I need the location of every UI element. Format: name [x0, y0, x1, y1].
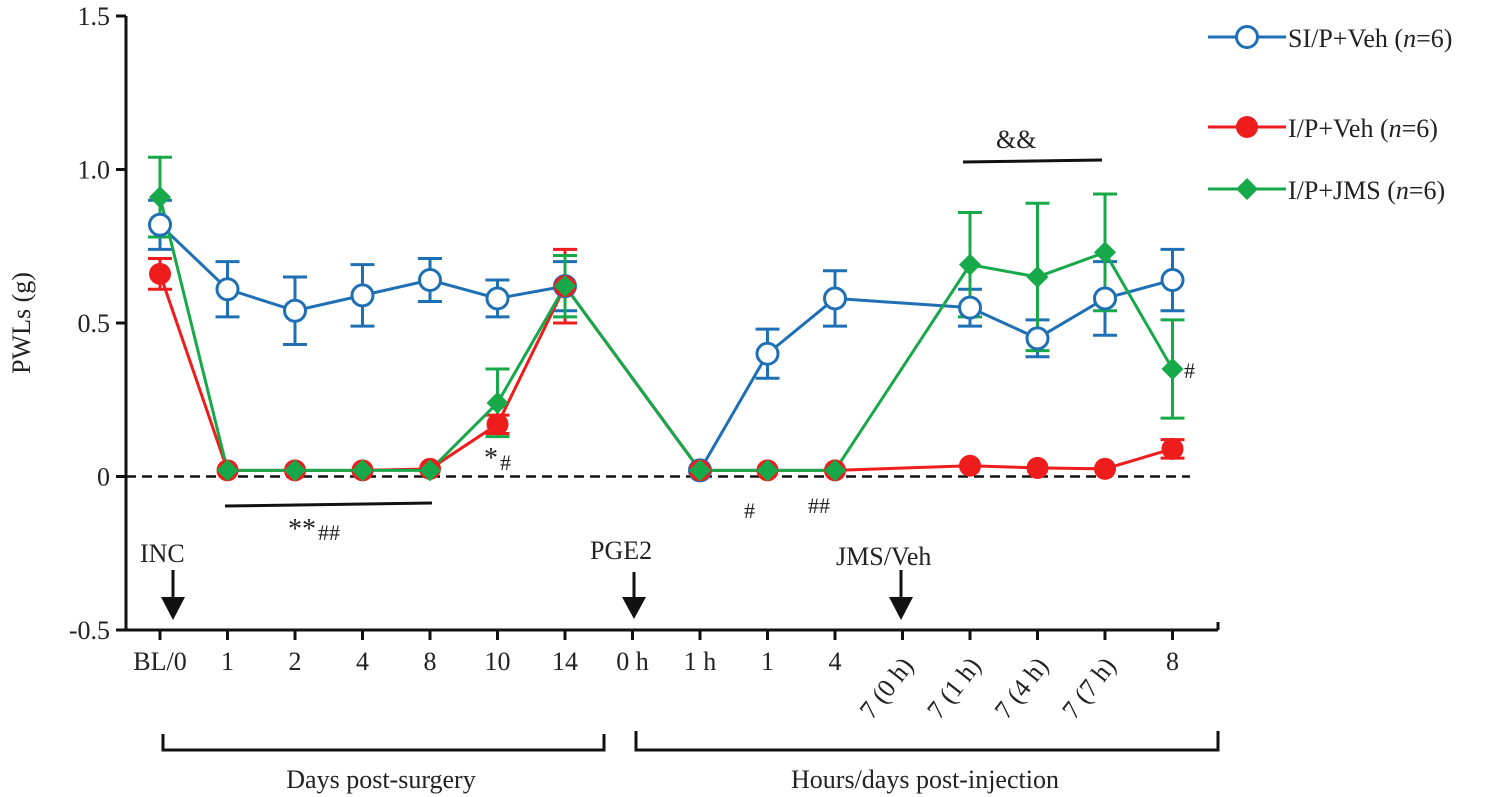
- marker-diamond: [284, 459, 306, 482]
- y-ticks: -0.5 0 0.5 1.0 1.5: [69, 2, 126, 645]
- event-label-jms: JMS/Veh: [836, 542, 931, 571]
- bracket-label-days: Days post-surgery: [286, 765, 475, 794]
- marker-filled-circle: [1161, 437, 1184, 460]
- x-tick-label: 4: [356, 647, 369, 676]
- significance-bar-injection: [962, 158, 1103, 164]
- marker-filled-circle: [149, 262, 171, 285]
- x-tick-label: 14: [552, 647, 578, 676]
- x-tick-label: 7 (7 h): [1056, 652, 1122, 724]
- marker-open-circle: [823, 286, 847, 311]
- annotation-inj-day1: #: [744, 498, 755, 523]
- bracket-label-hours: Hours/days post-injection: [791, 765, 1059, 794]
- marker-filled-circle: [959, 454, 981, 477]
- annotation-day10-sub: #: [500, 450, 511, 475]
- legend-item: SI/P+Veh (n=6): [1208, 24, 1452, 53]
- x-tick-label: 2: [289, 647, 302, 676]
- y-axis-label: PWLs (g): [7, 272, 36, 374]
- marker-diamond: [1094, 241, 1116, 264]
- marker-diamond: [1026, 265, 1049, 288]
- y-tick-label: 1.0: [78, 156, 111, 185]
- marker-open-circle: [485, 286, 510, 311]
- series-layer: [148, 155, 1185, 483]
- annotation-inj-day8: #: [1184, 358, 1195, 383]
- marker-filled-circle: [1236, 116, 1258, 138]
- event-label-inc: INC: [140, 539, 185, 568]
- markers-si-p-veh: [148, 212, 1185, 483]
- marker-open-circle: [148, 212, 172, 237]
- marker-filled-circle: [1094, 457, 1116, 480]
- marker-open-circle: [1093, 286, 1117, 311]
- marker-open-circle: [1025, 326, 1050, 351]
- x-tick-label: 0 h: [616, 647, 649, 676]
- marker-diamond: [216, 459, 239, 482]
- marker-diamond: [351, 459, 374, 482]
- x-tick-label: 1 h: [684, 647, 717, 676]
- event-arrow-pge2: PGE2: [590, 536, 652, 619]
- annotation-days-sub: ##: [318, 520, 340, 545]
- marker-open-circle: [418, 268, 442, 293]
- annotations: ** ## * # # ## && #: [224, 125, 1195, 545]
- marker-diamond: [959, 253, 981, 276]
- legend-item: I/P+JMS (n=6): [1208, 176, 1445, 205]
- markers-i-p-veh: [149, 262, 1184, 482]
- legend: SI/P+Veh (n=6) I/P+Veh (n=6) I/P+JMS (n=6): [1208, 24, 1452, 205]
- marker-diamond: [486, 391, 509, 414]
- series-line: [158, 223, 1173, 474]
- bracket-days-post-surgery: Days post-surgery: [161, 734, 606, 794]
- annotation-days-main: **: [288, 514, 316, 545]
- bracket-hours-days-post-injection: Hours/days post-injection: [634, 731, 1220, 794]
- x-tick-label: 1: [221, 647, 234, 676]
- x-tick-label: 7 (0 h): [854, 652, 920, 724]
- marker-diamond: [419, 459, 441, 482]
- annotation-inj-day4: ##: [808, 493, 830, 518]
- series-i-p-veh: [148, 247, 1185, 472]
- series-line: [158, 273, 1173, 472]
- significance-bar-days: [224, 501, 433, 508]
- marker-open-circle: [1160, 268, 1185, 293]
- marker-diamond: [1161, 358, 1184, 381]
- y-tick-label: 0: [97, 463, 110, 492]
- marker-open-circle: [350, 283, 375, 308]
- marker-diamond: [1236, 178, 1258, 200]
- annotation-day10-main: *: [484, 443, 498, 474]
- x-tick-label: 1: [761, 647, 774, 676]
- marker-open-circle: [1235, 25, 1259, 49]
- y-tick-label: 0.5: [78, 309, 111, 338]
- legend-label: I/P+JMS (n=6): [1288, 176, 1445, 205]
- y-tick-label: 1.5: [78, 2, 111, 31]
- x-tick-label: 8: [1166, 647, 1179, 676]
- x-tick-label: 7 (4 h): [989, 652, 1055, 724]
- marker-diamond: [689, 459, 711, 482]
- marker-filled-circle: [1026, 456, 1049, 479]
- markers-i-p-jms: [149, 186, 1184, 482]
- x-tick-label: 4: [829, 647, 842, 676]
- marker-diamond: [149, 186, 171, 209]
- event-arrow-inc: INC: [140, 539, 185, 620]
- marker-diamond: [824, 459, 846, 482]
- event-label-pge2: PGE2: [590, 536, 652, 565]
- x-tick-label: 10: [485, 647, 511, 676]
- series-line: [158, 196, 1174, 472]
- annotation-injection-main: &&: [996, 125, 1036, 154]
- y-tick-label: -0.5: [69, 616, 110, 645]
- legend-label: SI/P+Veh (n=6): [1288, 24, 1452, 53]
- marker-filled-circle: [486, 413, 509, 436]
- legend-label: I/P+Veh (n=6): [1288, 114, 1438, 143]
- event-arrow-jms: JMS/Veh: [836, 542, 931, 620]
- x-tick-label: BL/0: [133, 647, 186, 676]
- marker-open-circle: [755, 341, 780, 366]
- x-tick-label: 7 (1 h): [921, 652, 987, 724]
- marker-open-circle: [283, 298, 307, 323]
- marker-diamond: [554, 275, 576, 298]
- x-tick-label: 8: [424, 647, 437, 676]
- marker-open-circle: [215, 277, 240, 302]
- marker-diamond: [756, 459, 779, 482]
- legend-item: I/P+Veh (n=6): [1208, 114, 1438, 143]
- marker-open-circle: [958, 295, 982, 320]
